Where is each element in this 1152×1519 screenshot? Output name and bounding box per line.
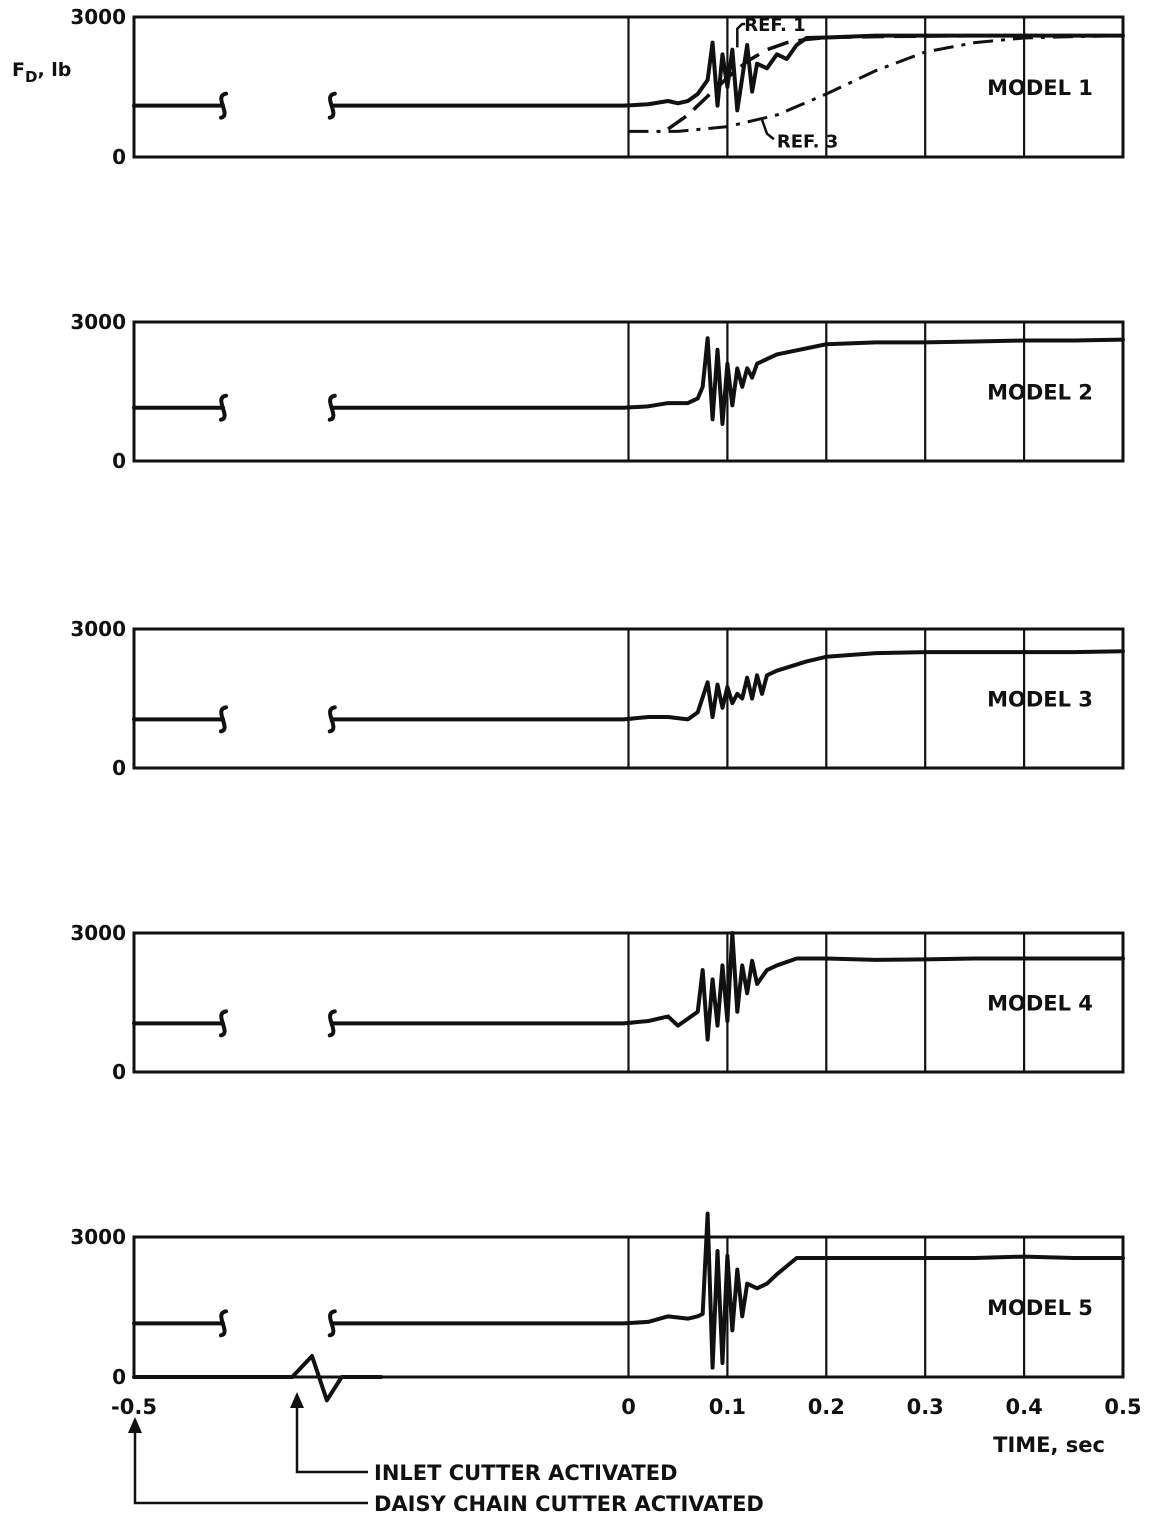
x-tick-label: -0.5	[111, 1395, 157, 1419]
y-tick-label: 3000	[70, 617, 126, 641]
y-axis-label: FD, lb	[12, 59, 71, 86]
x-tick-label: 0.1	[709, 1395, 746, 1419]
event-annotations: INLET CUTTER ACTIVATED DAISY CHAIN CUTTE…	[128, 1392, 764, 1516]
y-tick-label: 3000	[70, 310, 126, 334]
panel-label: MODEL 3	[987, 688, 1093, 712]
inlet-cutter-label: INLET CUTTER ACTIVATED	[374, 1461, 678, 1485]
daisy-chain-arrowhead	[128, 1417, 142, 1433]
series-trace	[329, 336, 1125, 426]
axis-break-mark	[327, 705, 337, 734]
series-trace	[329, 931, 1125, 1042]
y-axis-label-tail: , lb	[37, 59, 71, 81]
x-axis-label: TIME, sec	[993, 1433, 1105, 1457]
daisy-chain-arrow-line	[133, 1423, 368, 1505]
y-axis-label-main: F	[12, 59, 25, 81]
axis-break-mark	[327, 1309, 337, 1338]
axis-break-mark	[327, 91, 337, 120]
inlet-cutter-arrow-line	[295, 1398, 368, 1474]
y-tick-label: 3000	[70, 1225, 126, 1249]
x-axis: TIME, sec -0.5 0 0.1 0.2 0.3 0.4 0.5	[111, 1395, 1142, 1457]
daisy-chain-pulse	[132, 1354, 384, 1403]
series-trace	[329, 649, 1125, 722]
daisy-chain-label: DAISY CHAIN CUTTER ACTIVATED	[374, 1492, 764, 1516]
y-tick-label: 0	[112, 1365, 126, 1389]
panel-label: MODEL 1	[987, 76, 1093, 100]
x-tick-label: 0.5	[1104, 1395, 1141, 1419]
inlet-cutter-arrowhead	[290, 1392, 304, 1408]
axis-break-mark	[219, 91, 229, 120]
series-ref-1	[667, 33, 1123, 131]
chart-panel-4: 0 3000 MODEL 4	[70, 921, 1125, 1084]
y-tick-label: 3000	[70, 5, 126, 29]
axis-break-mark	[219, 1009, 229, 1038]
series-trace	[329, 1211, 1125, 1370]
chart-panels: 0 3000 MODEL 1 REF. 1 REF. 3 0 3000 MODEL 2 0 300…	[70, 5, 1125, 1403]
panel-label: MODEL 5	[987, 1296, 1093, 1320]
axis-break-mark	[219, 1309, 229, 1338]
chart-panel-3: 0 3000 MODEL 3	[70, 617, 1125, 780]
y-tick-label: 0	[112, 449, 126, 473]
x-tick-label: 0.2	[808, 1395, 845, 1419]
chart-panel-2: 0 3000 MODEL 2	[70, 310, 1125, 473]
x-tick-label: 0.4	[1005, 1395, 1042, 1419]
axis-break-mark	[219, 705, 229, 734]
ref-1-label: REF. 1	[744, 15, 805, 36]
ref-3-leader	[760, 119, 775, 141]
ref-1-leader	[736, 22, 746, 48]
y-tick-label: 0	[112, 145, 126, 169]
y-tick-label: 0	[112, 1060, 126, 1084]
x-tick-label: 0	[621, 1395, 636, 1419]
y-tick-label: 3000	[70, 921, 126, 945]
y-tick-label: 0	[112, 756, 126, 780]
y-axis-label-sub: D	[25, 68, 37, 86]
panel-label: MODEL 2	[987, 381, 1093, 405]
axis-break-mark	[327, 393, 337, 422]
axis-break-mark	[219, 393, 229, 422]
x-tick-label: 0.3	[907, 1395, 944, 1419]
ref-3-label: REF. 3	[777, 132, 838, 153]
axis-break-mark	[327, 1009, 337, 1038]
chart-panel-1: 0 3000 MODEL 1 REF. 1 REF. 3	[70, 5, 1125, 169]
chart-panel-5: 0 3000 MODEL 5	[70, 1211, 1125, 1389]
series-ref-3	[628, 34, 1124, 133]
panel-label: MODEL 4	[987, 992, 1093, 1016]
svg-text:FD, lb: FD, lb	[12, 59, 71, 86]
